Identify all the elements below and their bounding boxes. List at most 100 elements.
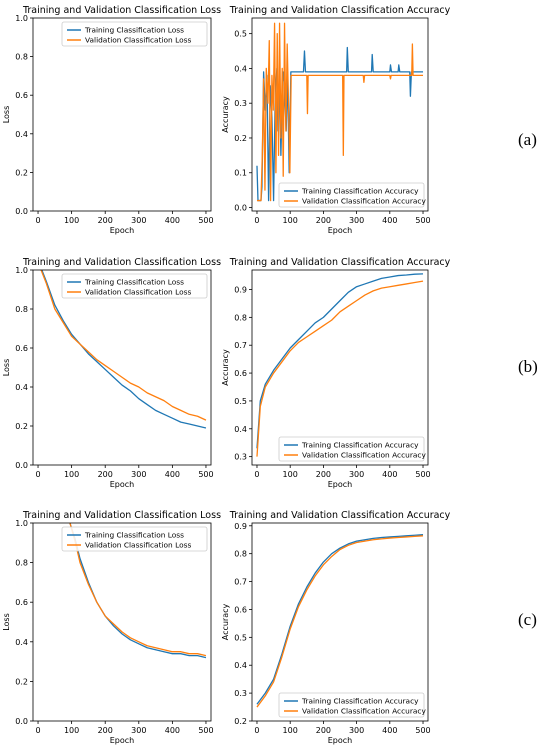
legend-box (278, 182, 425, 208)
x-tick-label: 400 (165, 726, 180, 735)
y-tick-label: 0.8 (15, 305, 28, 314)
plot-frame (251, 17, 429, 212)
row-label-b: (b) (518, 357, 538, 376)
x-tick-label: 100 (64, 216, 79, 225)
y-tick-label: 0.3 (234, 453, 247, 462)
y-axis-label: Accuracy (221, 349, 230, 386)
plot-frame (251, 269, 429, 466)
y-tick-label: 0.0 (15, 207, 28, 216)
x-tick-label: 500 (198, 470, 213, 479)
y-tick-label: 0.2 (234, 134, 247, 143)
x-tick-label: 0 (254, 470, 259, 479)
chart-panel-2: 0 100 200 300 400 5000.00.20.40.60.81.0Traini… (2, 257, 221, 489)
y-tick-label: 1.0 (15, 266, 28, 275)
x-tick-label: 400 (165, 470, 180, 479)
series-line-training (41, 270, 207, 429)
row-label-a: (a) (518, 130, 537, 149)
x-tick-label: 100 (64, 726, 79, 735)
y-tick-label: 0.8 (234, 313, 247, 322)
x-tick-label: 500 (415, 470, 430, 479)
x-axis-label: Epoch (328, 480, 353, 489)
y-tick-label: 0.8 (15, 53, 28, 62)
x-tick-label: 200 (98, 726, 113, 735)
x-tick-label: 400 (382, 726, 397, 735)
legend-label-validation: Validation Classification Loss (85, 288, 191, 297)
x-tick-label: 200 (316, 470, 331, 479)
chart-panel-5: 0 100 200 300 400 500 0.2 0.3 0.4 0.5 0.6 0.7 0.8 0.9… (221, 510, 451, 745)
y-tick-label: 0.2 (15, 677, 28, 686)
x-tick-label: 100 (64, 470, 79, 479)
y-tick-label: 0.3 (234, 99, 247, 108)
x-axis-label: Epoch (328, 226, 353, 235)
y-tick-label: 0.6 (234, 369, 247, 378)
x-tick-label: 200 (98, 216, 113, 225)
series-line-validation (256, 22, 424, 202)
y-tick-label: 0.1 (234, 169, 247, 178)
series-line-validation (40, 270, 207, 421)
y-tick-label: 0.7 (234, 578, 247, 587)
legend-label-training: Training Classification Accuracy (301, 441, 419, 450)
x-tick-label: 300 (131, 726, 146, 735)
y-tick-label: 0.5 (234, 397, 247, 406)
x-tick-label: 300 (131, 216, 146, 225)
y-tick-label: 0.6 (15, 344, 28, 353)
chart-title: Training and Validation Classification A… (229, 257, 451, 268)
y-tick-label: 0.7 (234, 341, 247, 350)
plot-frame (251, 522, 429, 722)
legend-label-training: Training Classification Accuracy (301, 697, 419, 706)
y-axis-label: Loss (2, 613, 11, 631)
x-tick-label: 300 (349, 470, 364, 479)
x-tick-label: 300 (349, 726, 364, 735)
y-tick-label: 0.4 (234, 661, 247, 670)
y-tick-label: 0.0 (234, 204, 247, 213)
series-line-training (256, 534, 424, 705)
chart-panel-4: 0 100 200 300 400 5000.00.20.40.60.81.0Traini… (2, 510, 221, 745)
y-axis-label: Accuracy (221, 96, 230, 133)
x-tick-label: 0 (35, 216, 40, 225)
x-tick-label: 0 (254, 216, 259, 225)
y-axis-label: Loss (2, 359, 11, 377)
legend-box (61, 21, 208, 47)
y-tick-label: 0.2 (15, 168, 28, 177)
y-tick-label: 0.4 (234, 425, 247, 434)
y-axis-label: Loss (2, 106, 11, 124)
chart-panel-3: 0 100 200 300 400 500 0.3 0.4 0.5 0.6 0.7 0.8 0.9 Tra… (221, 257, 451, 489)
chart-title: Training and Validation Classification L… (22, 257, 221, 268)
plot-frame (32, 17, 212, 212)
x-axis-label: Epoch (110, 226, 135, 235)
legend-label-validation: Validation Classification Accuracy (302, 707, 426, 716)
x-tick-label: 0 (35, 470, 40, 479)
y-tick-label: 0.2 (234, 717, 247, 726)
chart-title: Training and Validation Classification A… (229, 510, 451, 521)
x-tick-label: 500 (198, 216, 213, 225)
plot-frame (32, 522, 212, 722)
x-tick-label: 100 (283, 470, 298, 479)
x-tick-label: 200 (316, 216, 331, 225)
y-tick-label: 0.9 (234, 286, 247, 295)
y-tick-label: 0.6 (15, 598, 28, 607)
x-tick-label: 500 (415, 216, 430, 225)
x-axis-label: Epoch (110, 480, 135, 489)
legend-label-validation: Validation Classification Loss (85, 36, 191, 45)
y-tick-label: 0.9 (234, 522, 247, 531)
y-tick-label: 0.5 (234, 633, 247, 642)
series-line-training (69, 523, 207, 659)
x-tick-label: 200 (316, 726, 331, 735)
legend-box (278, 436, 425, 462)
y-tick-label: 0.4 (15, 383, 28, 392)
x-tick-label: 100 (283, 726, 298, 735)
x-tick-label: 400 (382, 470, 397, 479)
legend-label-validation: Validation Classification Accuracy (302, 451, 426, 460)
series-line-training (256, 273, 424, 449)
plot-frame (32, 269, 212, 466)
legend-label-validation: Validation Classification Loss (85, 541, 191, 550)
series-line-validation (256, 280, 424, 457)
y-tick-label: 0.2 (15, 422, 28, 431)
x-axis-label: Epoch (328, 736, 353, 745)
series-line-validation (69, 523, 207, 657)
legend-label-validation: Validation Classification Accuracy (302, 197, 426, 206)
x-tick-label: 300 (349, 216, 364, 225)
legend-label-training: Training Classification Loss (84, 278, 184, 287)
y-tick-label: 0.0 (15, 717, 28, 726)
